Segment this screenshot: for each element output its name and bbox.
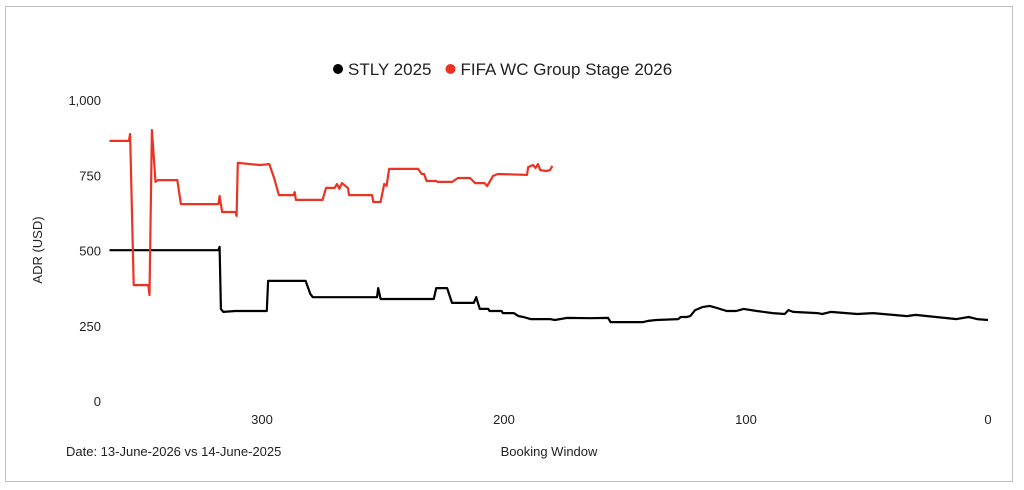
x-tick-label: 300 bbox=[251, 412, 273, 427]
x-axis: 300 200 100 0 bbox=[251, 412, 991, 427]
y-tick-label: 750 bbox=[79, 168, 101, 183]
x-tick-label: 200 bbox=[493, 412, 515, 427]
chart-frame bbox=[5, 6, 1013, 482]
series-line bbox=[109, 129, 554, 297]
y-axis-label: ADR (USD) bbox=[30, 216, 45, 283]
legend-marker bbox=[333, 64, 343, 74]
y-tick-label: 250 bbox=[79, 319, 101, 334]
x-axis-label: Booking Window bbox=[501, 444, 598, 459]
x-tick-label: 100 bbox=[735, 412, 757, 427]
y-tick-label: 1,000 bbox=[68, 93, 101, 108]
footnote: Date: 13-June-2026 vs 14-June-2025 bbox=[66, 444, 281, 459]
legend-marker bbox=[445, 64, 456, 74]
legend-label: FIFA WC Group Stage 2026 bbox=[461, 60, 673, 79]
legend: STLY 2025 FIFA WC Group Stage 2026 bbox=[333, 60, 672, 79]
y-tick-label: 500 bbox=[79, 244, 101, 259]
y-tick-label: 0 bbox=[94, 394, 101, 409]
y-axis: 0 250 500 750 1,000 bbox=[68, 93, 101, 409]
plot-area bbox=[109, 129, 989, 324]
x-tick-label: 0 bbox=[984, 412, 991, 427]
legend-label: STLY 2025 bbox=[348, 60, 432, 79]
series-line bbox=[109, 245, 989, 324]
